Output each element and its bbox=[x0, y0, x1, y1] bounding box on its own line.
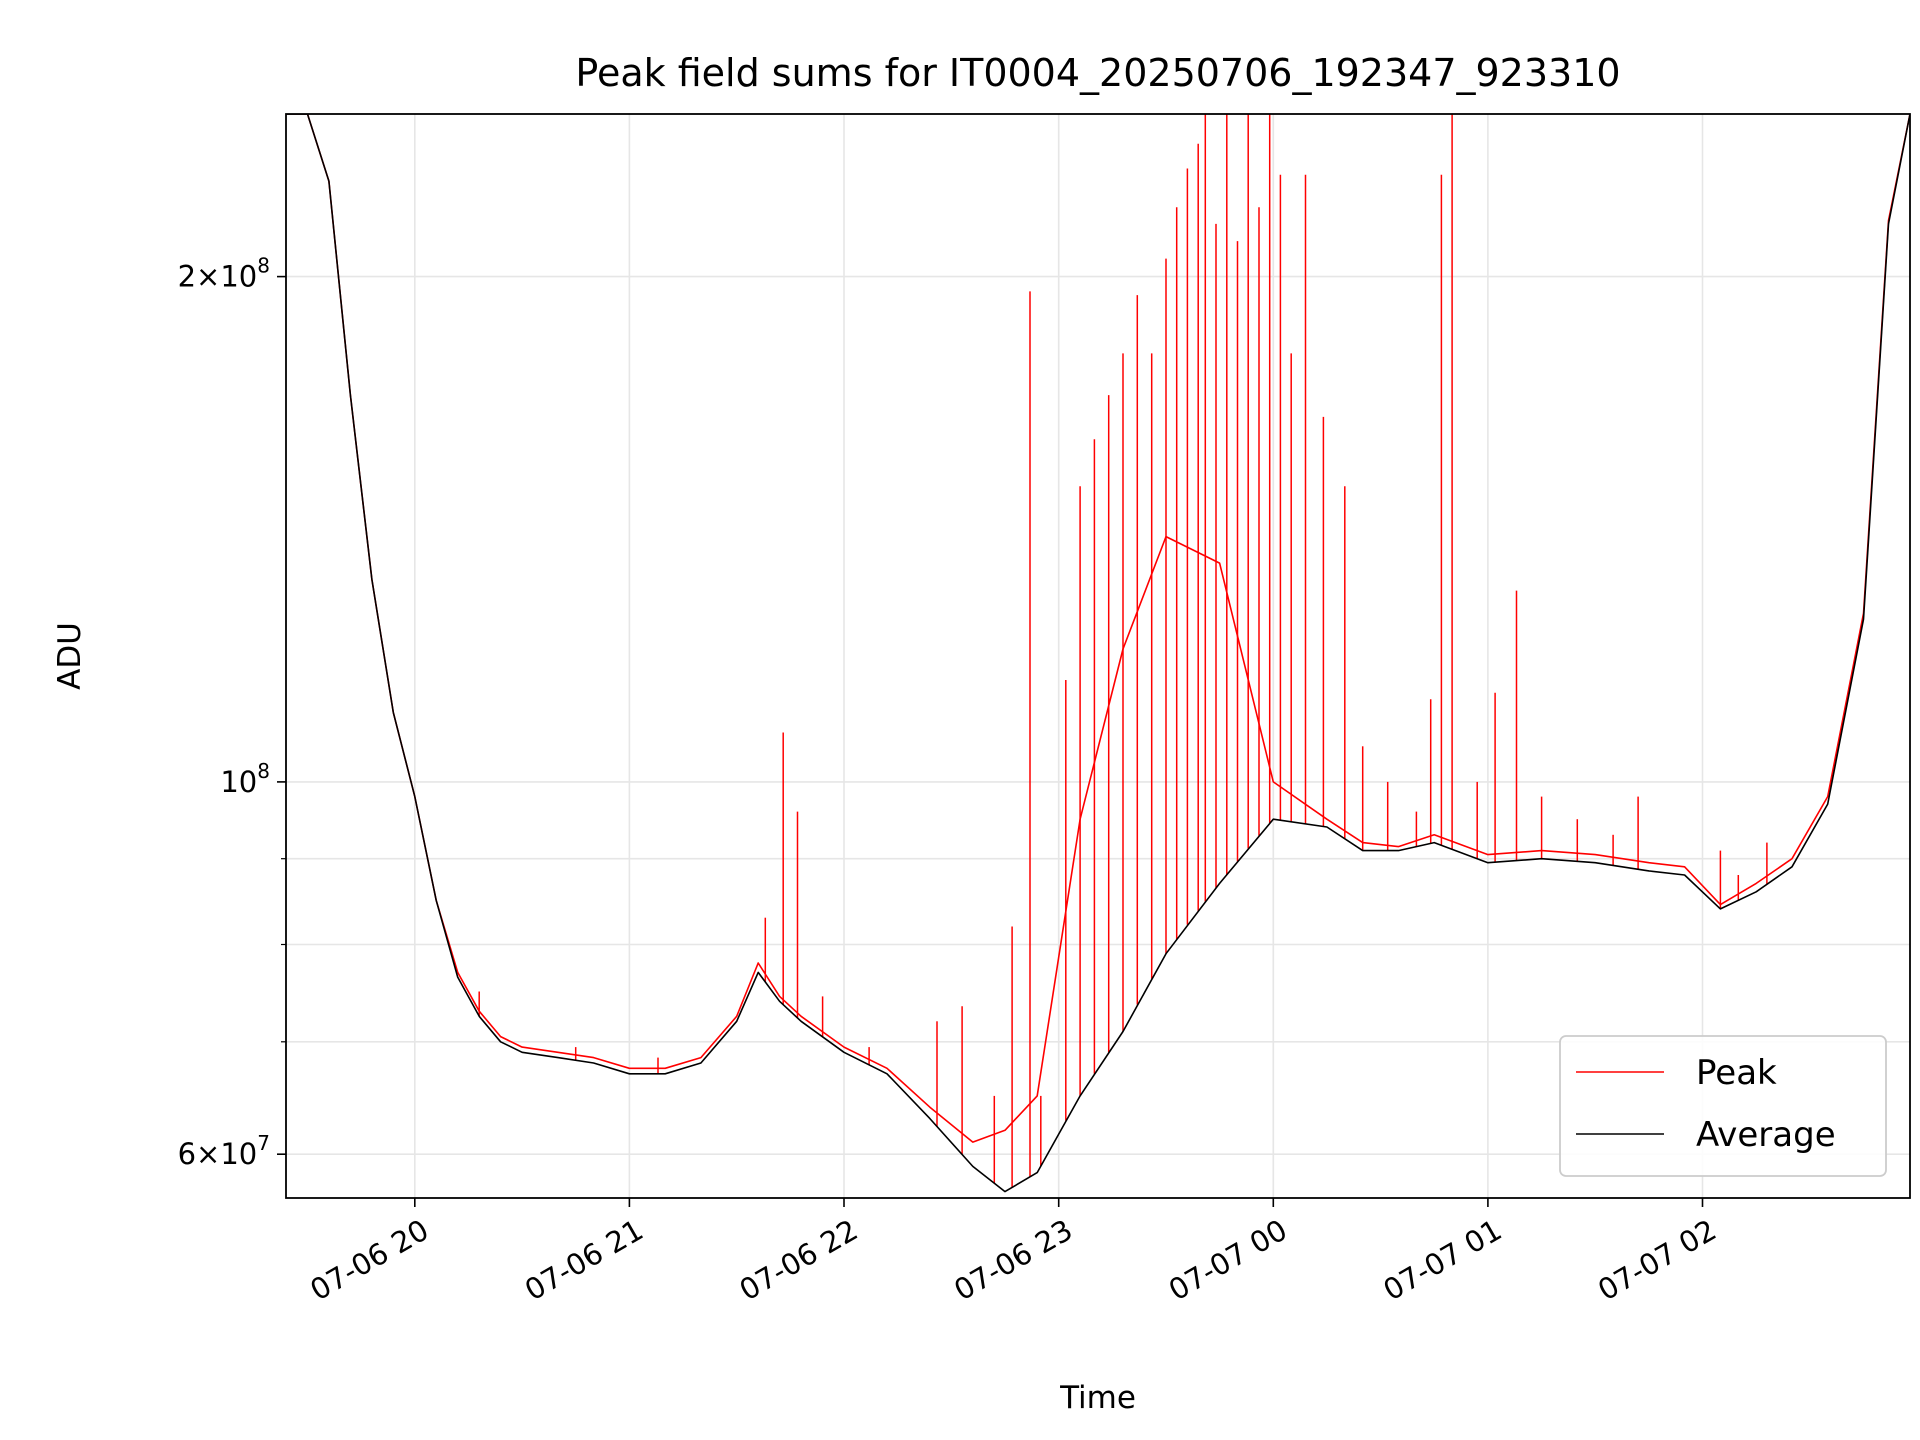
chart-title: Peak field sums for IT0004_20250706_1923… bbox=[575, 51, 1620, 95]
plot-area bbox=[286, 114, 1910, 1198]
y-tick-label: 108 bbox=[220, 759, 270, 799]
legend-label-peak: Peak bbox=[1696, 1053, 1777, 1093]
x-axis-label: Time bbox=[1059, 1380, 1136, 1416]
legend-box bbox=[1559, 1035, 1887, 1177]
series-average-line bbox=[286, 114, 1910, 1193]
plot-frame bbox=[285, 113, 1911, 1199]
legend: Peak Average bbox=[1559, 1035, 1887, 1177]
legend-label-average: Average bbox=[1696, 1115, 1836, 1155]
series-layer bbox=[286, 114, 1910, 1193]
y-axis: 6×107 108 2×108 bbox=[178, 254, 286, 1171]
series-peak-line bbox=[286, 114, 1910, 1143]
y-tick-label: 2×108 bbox=[178, 254, 270, 294]
grid bbox=[286, 114, 1910, 1198]
y-axis-label: ADU bbox=[52, 622, 88, 690]
y-tick-label: 6×107 bbox=[178, 1131, 270, 1171]
